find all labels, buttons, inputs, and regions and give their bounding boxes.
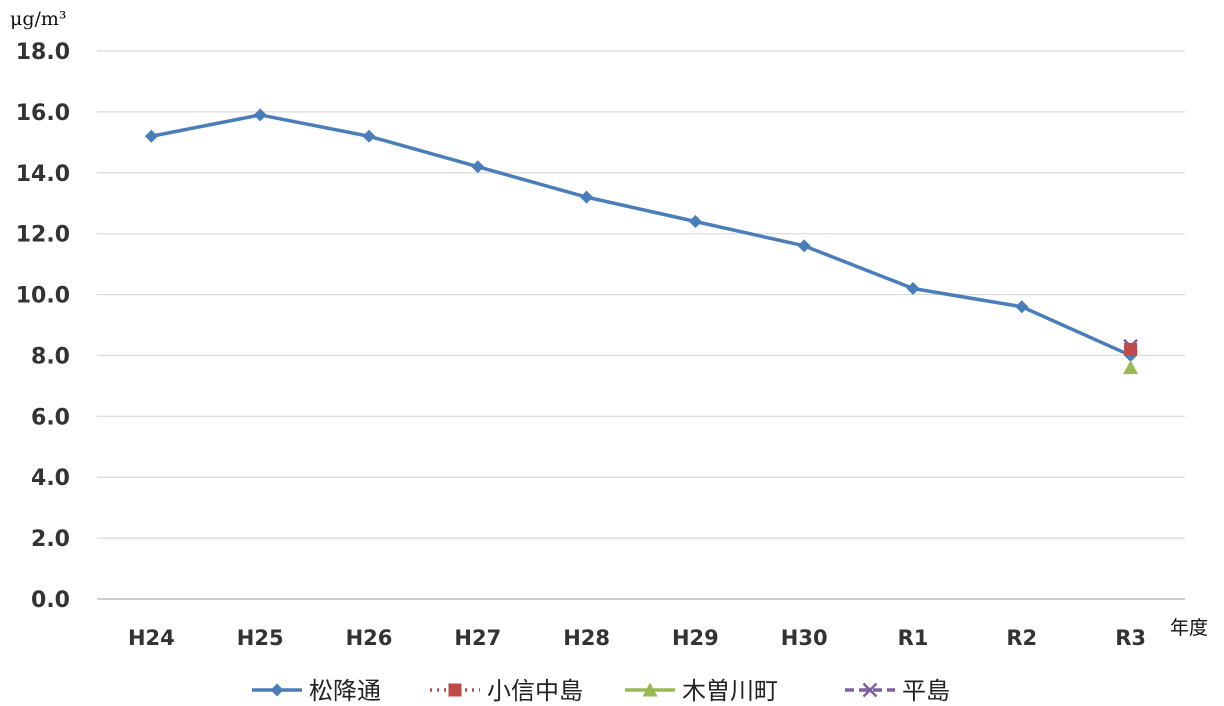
data-point: [1124, 342, 1138, 356]
x-axis-unit-label: 年度: [1170, 617, 1208, 639]
x-tick-label: H28: [563, 626, 610, 650]
data-point: [688, 214, 702, 228]
legend-item: 小信中島: [430, 677, 583, 705]
legend-marker: [448, 683, 462, 697]
y-tick-label: 8.0: [31, 344, 70, 369]
legend-marker: [270, 683, 284, 697]
y-axis-ticks: 0.0 2.0 4.0 6.0 8.0 10.0 12.0 14.0 16.0 18.0: [16, 40, 70, 613]
legend-marker: [642, 682, 658, 697]
legend-item: 平島: [845, 677, 950, 705]
x-tick-label: H29: [672, 626, 719, 650]
x-tick-label: H27: [454, 626, 501, 650]
y-tick-label: 18.0: [16, 40, 70, 65]
legend-label: 木曽川町: [682, 677, 778, 705]
y-axis-unit-label: μg/m³: [10, 8, 67, 30]
x-tick-label: H25: [237, 626, 284, 650]
gridlines: [97, 50, 1185, 600]
y-tick-label: 6.0: [31, 405, 70, 430]
series-2: [1124, 342, 1138, 356]
x-tick-label: R2: [1006, 626, 1037, 650]
data-point: [797, 239, 811, 253]
x-tick-label: H30: [781, 626, 828, 650]
y-tick-label: 0.0: [31, 588, 70, 613]
x-tick-label: R3: [1115, 626, 1146, 650]
data-point: [253, 108, 267, 122]
y-tick-label: 2.0: [31, 527, 70, 552]
data-point: [362, 129, 376, 143]
data-point: [1123, 360, 1139, 375]
y-tick-label: 10.0: [16, 284, 70, 309]
series-plot-area: [144, 108, 1139, 375]
legend-item: 木曽川町: [625, 677, 778, 705]
data-point: [906, 281, 920, 295]
legend-label: 松降通: [309, 677, 381, 705]
y-tick-label: 12.0: [16, 223, 70, 248]
data-point: [471, 160, 485, 174]
data-point: [1015, 300, 1029, 314]
series-1: [144, 108, 1138, 362]
y-tick-label: 14.0: [16, 162, 70, 187]
x-tick-label: R1: [898, 626, 929, 650]
legend-label: 小信中島: [487, 677, 583, 705]
x-tick-label: H24: [128, 626, 175, 650]
y-tick-label: 4.0: [31, 466, 70, 491]
data-point: [580, 190, 594, 204]
legend-marker: [862, 682, 878, 698]
y-tick-label: 16.0: [16, 101, 70, 126]
x-tick-label: H26: [346, 626, 393, 650]
x-marker-stroke: [862, 682, 878, 698]
legend-label: 平島: [902, 677, 950, 705]
series-line: [151, 113, 1132, 358]
legend-item: 松降通: [252, 677, 381, 705]
x-axis-ticks: H24 H25 H26 H27 H28 H29 H30 R1 R2 R3: [128, 626, 1146, 650]
legend: 松降通 小信中島 木曽川町 平島: [252, 677, 950, 705]
data-point: [144, 129, 158, 143]
series-3: [1123, 360, 1139, 375]
